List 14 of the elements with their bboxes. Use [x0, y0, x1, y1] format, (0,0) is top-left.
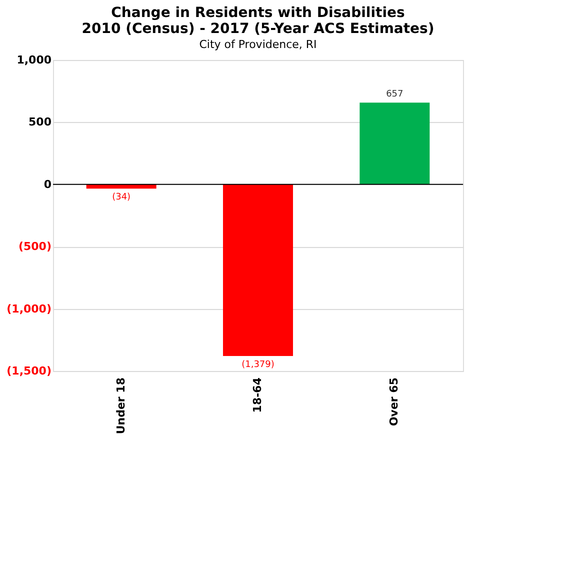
data-label: (1,379)	[242, 360, 274, 370]
y-tick-label: (1,000)	[6, 302, 52, 316]
y-tick-label: 500	[28, 116, 52, 129]
x-tick-label: Over 65	[388, 378, 401, 426]
y-tick-label: (1,500)	[6, 364, 52, 378]
x-tick-label: 18-64	[251, 377, 264, 413]
chart-title: Change in Residents with Disabilities 2010 (Census) - 2017 (5-Year ACS Estimates)	[82, 5, 434, 37]
y-tick-label: (500)	[18, 240, 52, 254]
x-tick-label: Under 18	[114, 378, 128, 434]
data-label: 657	[386, 90, 404, 100]
y-tick-label: 0	[44, 178, 52, 191]
y-tick-label: 1,000	[16, 54, 52, 66]
chart-subtitle: City of Providence, RI	[199, 38, 317, 51]
data-label: (34)	[112, 192, 131, 203]
